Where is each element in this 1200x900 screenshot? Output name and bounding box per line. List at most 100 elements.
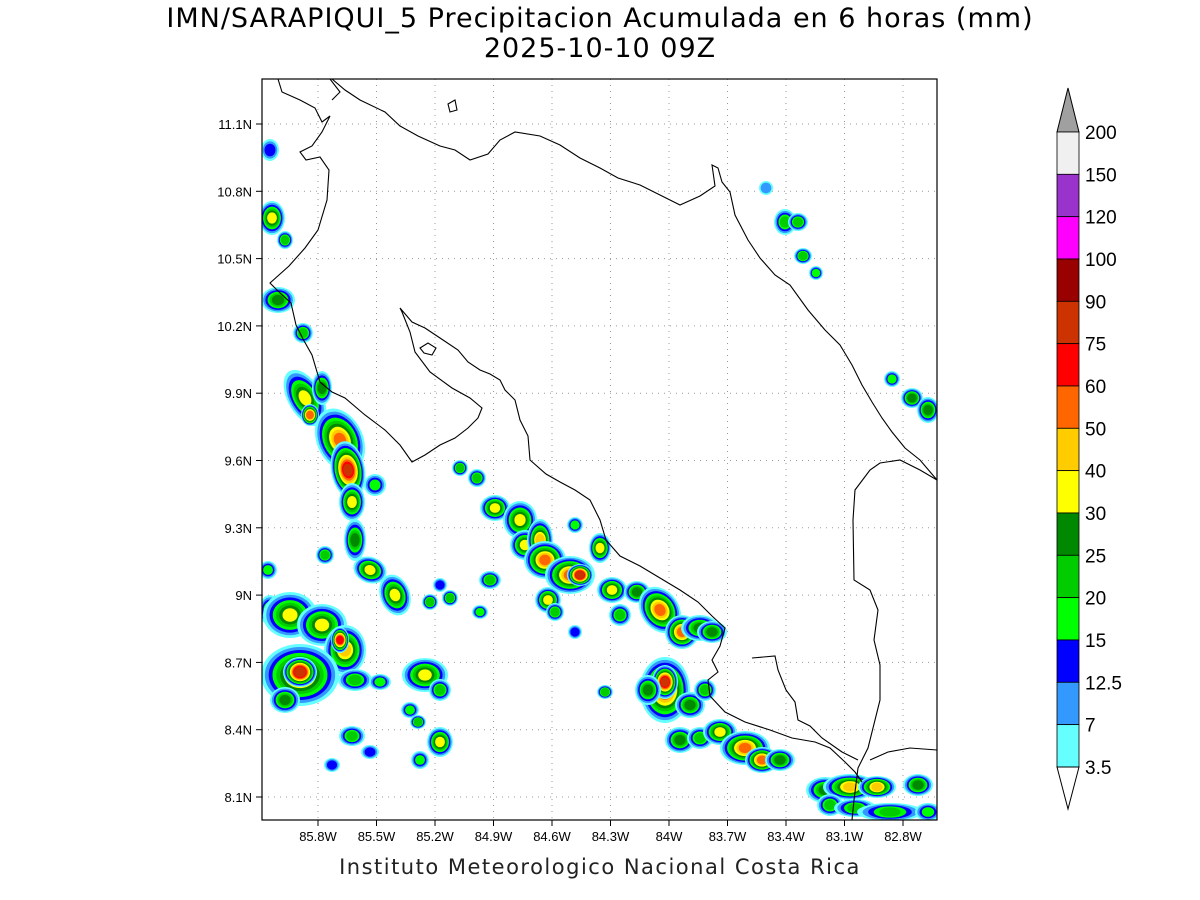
lat-tick-label: 9.3N	[225, 521, 252, 536]
precip-contour	[374, 677, 386, 687]
precip-contour	[570, 520, 580, 530]
precip-contour	[343, 463, 353, 477]
precip-cell	[589, 533, 611, 563]
precip-contour	[267, 212, 277, 224]
precip-cell	[609, 604, 631, 626]
colorbar-top-arrow	[1056, 87, 1080, 133]
precip-cell	[567, 564, 593, 586]
precip-contour	[425, 597, 435, 607]
precipitation-field	[262, 139, 937, 820]
precip-contour	[912, 780, 924, 790]
precip-contour	[326, 760, 338, 770]
precip-cell	[665, 727, 695, 753]
precip-cell	[364, 474, 386, 496]
colorbar-label: 150	[1085, 165, 1117, 186]
precip-contour	[348, 674, 362, 686]
precip-contour	[364, 565, 376, 575]
precip-cell	[468, 469, 486, 487]
precip-cell	[339, 726, 365, 746]
precip-cell	[635, 675, 661, 705]
precip-contour	[756, 755, 768, 765]
precip-contour	[798, 251, 808, 261]
precip-contour	[543, 595, 553, 605]
precip-contour	[350, 533, 360, 547]
precip-cell	[901, 388, 923, 408]
lon-tick-label: 84.6W	[533, 829, 571, 844]
colorbar-label: 7	[1085, 716, 1096, 737]
precip-cell	[503, 501, 537, 539]
precip-cell	[411, 751, 429, 769]
pacific-coastline	[269, 79, 863, 783]
precip-cell	[884, 371, 900, 387]
panama-coastline	[869, 747, 937, 761]
precip-cell	[774, 209, 796, 235]
precip-contour	[295, 667, 305, 677]
precip-contour	[413, 717, 423, 727]
precip-contour	[320, 550, 330, 560]
lon-tick-label: 83.4W	[767, 829, 805, 844]
lon-tick-label: 85.5W	[358, 829, 396, 844]
lon-tick-label: 83.7W	[709, 829, 747, 844]
precip-contour	[484, 575, 496, 585]
colorbar-label: 100	[1085, 250, 1117, 271]
precip-cell	[858, 776, 896, 798]
precip-cell	[915, 803, 937, 820]
precip-contour	[575, 571, 585, 579]
precip-contour	[714, 727, 726, 737]
precip-contour	[774, 755, 786, 765]
colorbar: 3.5 7 12.5 15 20 25 30 40 50 60 75 90 100 120 150 200	[1056, 87, 1122, 811]
precip-cell	[361, 745, 379, 759]
precip-cell	[353, 556, 387, 584]
precip-contour	[660, 677, 670, 687]
colorbar-label: 60	[1085, 377, 1106, 398]
map-title: IMN/SARAPIQUI_5 Precipitacion Acumulada …	[166, 3, 1034, 34]
precip-cell	[794, 248, 812, 264]
precip-contour	[606, 585, 618, 595]
colorbar-segment	[1056, 681, 1080, 726]
colorbar-label: 75	[1085, 335, 1106, 356]
precip-contour	[389, 588, 401, 602]
colorbar-label: 200	[1085, 123, 1117, 144]
precip-contour	[282, 608, 298, 622]
precip-contour	[264, 143, 276, 157]
precip-cell	[472, 605, 488, 619]
lon-tick-label: 84.3W	[592, 829, 630, 844]
precip-contour	[694, 732, 706, 744]
colorbar-segment	[1056, 427, 1080, 472]
colorbar-segment	[1056, 385, 1080, 429]
precip-cell	[759, 181, 773, 195]
precip-contour	[314, 618, 330, 632]
precip-cell	[262, 561, 277, 579]
precip-cell	[401, 702, 419, 718]
precip-contour	[369, 479, 381, 491]
precip-cell	[270, 687, 300, 713]
precip-cell	[567, 517, 583, 533]
lat-tick-label: 10.5N	[217, 252, 252, 267]
precip-cell	[433, 578, 447, 592]
precip-cell	[316, 546, 334, 564]
lat-tick-label: 9.9N	[225, 386, 252, 401]
precip-cell	[339, 483, 365, 521]
lat-tick-label: 9.6N	[225, 454, 252, 469]
colorbar-segment	[1056, 597, 1080, 641]
map-area	[262, 79, 937, 820]
lon-tick-label: 84W	[656, 829, 683, 844]
axis-ticks: 85.8W 85.5W 85.2W 84.9W 84.6W 84.3W 84W 83.7W 83…	[217, 117, 922, 844]
precip-contour	[879, 807, 901, 817]
precip-contour	[514, 513, 526, 527]
lon-tick-label: 85.2W	[416, 829, 454, 844]
precip-cell	[442, 590, 458, 606]
precip-cell	[379, 574, 411, 616]
colorbar-segment	[1056, 300, 1080, 345]
precip-cell	[479, 571, 501, 589]
colorbar-label: 25	[1085, 546, 1106, 567]
precip-contour	[760, 182, 772, 194]
precip-cell	[675, 692, 705, 718]
precip-contour	[279, 694, 291, 706]
lat-tick-label: 8.7N	[225, 655, 252, 670]
precip-contour	[539, 554, 551, 566]
precip-cell	[422, 594, 438, 610]
precip-contour	[907, 393, 917, 403]
precip-cell	[301, 404, 319, 426]
